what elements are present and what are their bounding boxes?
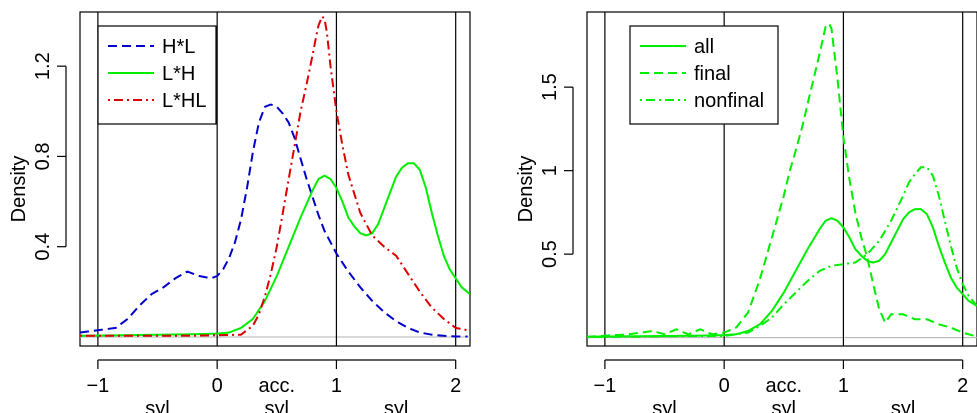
y-tick-label: 0.8 (32, 143, 54, 171)
plot-frame (586, 11, 977, 347)
y-tick-label: 0.5 (539, 240, 561, 268)
y-tick-label: 1 (539, 165, 561, 176)
x-tick-label: 1 (838, 375, 849, 397)
x-extra-label: syl (891, 398, 915, 413)
y-tick-label: 1.5 (539, 73, 561, 101)
series-line-all (587, 208, 977, 338)
x-tick-label: 2 (957, 375, 968, 397)
x-extra-label: syl (652, 398, 676, 413)
x-extra-label: acc. (258, 375, 295, 397)
legend: H*L L*H L*HL (97, 25, 217, 125)
legend-box (97, 25, 217, 125)
plot-frame (79, 11, 471, 347)
x-extra-label: syl (772, 398, 796, 413)
x-extra-label: syl (384, 398, 408, 413)
series-line-nonfinal (587, 166, 977, 339)
x-extra-label: acc. (765, 375, 802, 397)
x-extra-label: syl (265, 398, 289, 413)
x-tick-label: 2 (450, 375, 461, 397)
series-line-h-l (80, 103, 468, 338)
series-line-l-hl (80, 15, 468, 337)
x-tick-label: 1 (331, 375, 342, 397)
legend-label: L*H (162, 63, 195, 85)
x-tick-label: −1 (86, 375, 109, 397)
y-axis-title: Density (8, 156, 30, 223)
legend-box (629, 25, 779, 125)
legend: all final nonfinal (629, 25, 779, 125)
x-tick-label: 0 (719, 375, 730, 397)
y-tick-label: 1.2 (32, 52, 54, 80)
legend-label: nonfinal (694, 90, 764, 112)
legend-label: L*HL (162, 90, 206, 112)
legend-label: all (694, 36, 714, 58)
series-line-final (587, 22, 975, 338)
x-tick-label: −1 (593, 375, 616, 397)
legend-label: final (694, 63, 731, 85)
series-line-l-h (80, 162, 470, 337)
y-tick-label: 0.4 (32, 233, 54, 261)
x-extra-label: syl (145, 398, 169, 413)
x-tick-label: 0 (212, 375, 223, 397)
y-axis-title: Density (515, 156, 537, 223)
legend-label: H*L (162, 36, 195, 58)
